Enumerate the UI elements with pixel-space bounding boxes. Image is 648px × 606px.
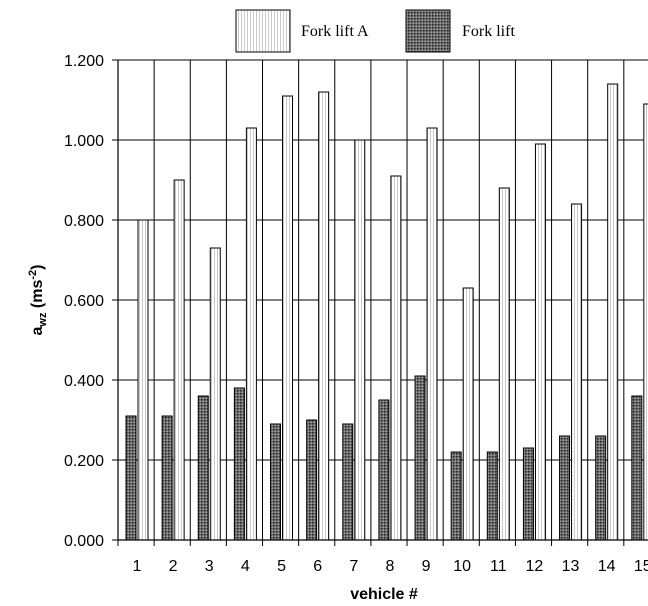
bar-fork-lift-9 xyxy=(414,375,426,541)
y-axis-title: awz (ms-2) xyxy=(27,265,49,336)
bar-fork-lift-3 xyxy=(197,395,209,541)
y-axis-title-main: a xyxy=(29,326,46,335)
bar-fork-lift-a-2 xyxy=(173,179,185,541)
x-tick-label: 3 xyxy=(205,558,214,575)
axes xyxy=(112,59,648,546)
x-tick-label: 5 xyxy=(277,558,286,575)
bar-fork-lift-5 xyxy=(270,423,282,541)
x-tick-label: 15 xyxy=(634,558,648,575)
x-tick-label: 4 xyxy=(241,558,250,575)
x-tick-label: 12 xyxy=(526,558,544,575)
legend-swatch-fork-lift-a xyxy=(235,9,291,53)
bar-fork-lift-a-5 xyxy=(282,95,294,541)
bar-fork-lift-a-10 xyxy=(462,287,474,541)
bar-fork-lift-a-7 xyxy=(354,139,366,541)
bar-fork-lift-13 xyxy=(559,435,571,541)
bar-fork-lift-2 xyxy=(161,415,173,541)
y-axis-title-superscript: -2 xyxy=(27,270,39,280)
legend-label-fork-lift: Fork lift xyxy=(462,23,515,40)
bar-fork-lift-1 xyxy=(125,415,137,541)
bar-fork-lift-a-9 xyxy=(426,127,438,541)
bar-fork-lift-a-3 xyxy=(209,247,221,541)
y-tick-labels: 0.000 0.200 0.400 0.600 0.800 1.000 1.200 xyxy=(64,53,104,550)
bar-fork-lift-a-14 xyxy=(607,83,619,541)
bar-fork-lift-a-4 xyxy=(245,127,257,541)
x-tick-label: 7 xyxy=(349,558,358,575)
x-tick-labels: 1 2 3 4 5 6 7 8 9 10 11 12 13 14 15 xyxy=(133,558,648,575)
x-axis-title: vehicle # xyxy=(350,586,418,603)
y-tick-label: 1.200 xyxy=(64,53,104,70)
x-tick-label: 8 xyxy=(385,558,394,575)
bar-fork-lift-a-6 xyxy=(318,91,330,541)
bar-fork-lift-4 xyxy=(233,387,245,541)
legend-swatch-fork-lift xyxy=(405,9,451,53)
y-axis-title-close: ) xyxy=(29,265,46,270)
y-tick-label: 0.200 xyxy=(64,453,104,470)
bar-fork-lift-15 xyxy=(631,395,643,541)
legend: Fork lift A Fork lift xyxy=(235,9,515,53)
bar-fork-lift-10 xyxy=(450,451,462,541)
x-tick-label: 14 xyxy=(598,558,616,575)
x-tick-label: 10 xyxy=(453,558,471,575)
bar-fork-lift-14 xyxy=(595,435,607,541)
bar-fork-lift-a-12 xyxy=(534,143,546,541)
y-tick-label: 0.400 xyxy=(64,373,104,390)
bar-fork-lift-a-1 xyxy=(137,219,149,541)
y-axis-title-subscript: wz xyxy=(37,312,49,328)
gridlines xyxy=(117,59,648,541)
x-tick-label: 2 xyxy=(169,558,178,575)
x-tick-label: 6 xyxy=(313,558,322,575)
bar-fork-lift-11 xyxy=(486,451,498,541)
bar-fork-lift-a-11 xyxy=(498,187,510,541)
y-tick-label: 1.000 xyxy=(64,133,104,150)
bar-fork-lift-a-15 xyxy=(643,103,648,541)
bar-fork-lift-6 xyxy=(306,419,318,541)
bar-fork-lift-12 xyxy=(522,447,534,541)
y-axis-title-unit: (ms xyxy=(29,280,46,313)
bar-fork-lift-8 xyxy=(378,399,390,541)
bars xyxy=(125,83,648,541)
legend-label-fork-lift-a: Fork lift A xyxy=(301,23,369,40)
bar-fork-lift-a-13 xyxy=(571,203,583,541)
x-tick-label: 9 xyxy=(422,558,431,575)
x-tick-label: 1 xyxy=(133,558,142,575)
x-tick-label: 11 xyxy=(490,558,507,575)
y-tick-label: 0.800 xyxy=(64,213,104,230)
bar-fork-lift-7 xyxy=(342,423,354,541)
y-tick-label: 0.000 xyxy=(64,533,104,550)
y-tick-label: 0.600 xyxy=(64,293,104,310)
x-tick-label: 13 xyxy=(562,558,580,575)
bar-fork-lift-a-8 xyxy=(390,175,402,541)
